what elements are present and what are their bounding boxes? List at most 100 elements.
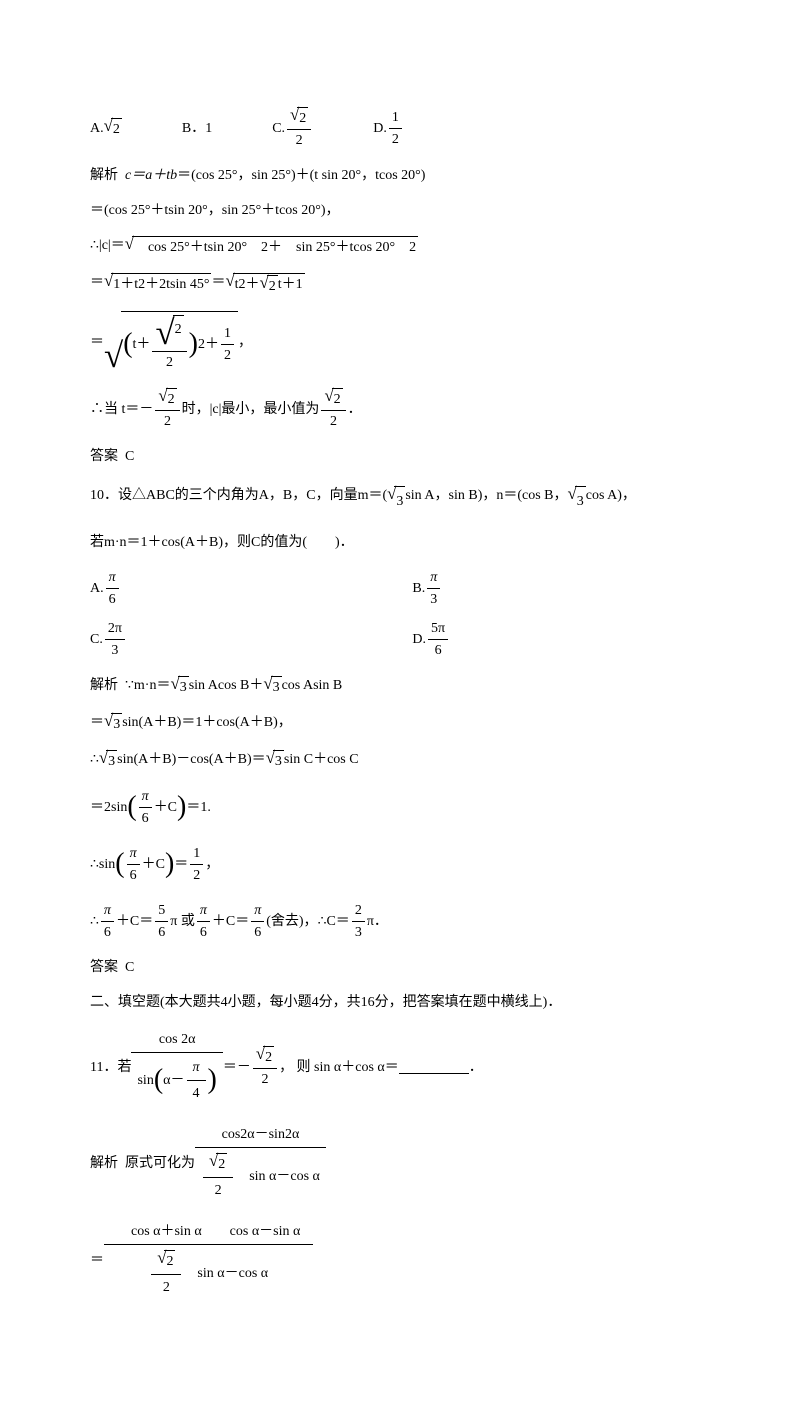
sqrt: √2 (104, 118, 122, 140)
solution-label: 解析 (90, 675, 118, 696)
radicand: t2＋√2t＋1 (233, 273, 305, 297)
stem: 若 (117, 1057, 131, 1078)
stem: sin A，sin B)，n＝(cos B， (405, 481, 567, 512)
solution-label: 解析 (90, 1153, 118, 1174)
paren-icon: ( (154, 1069, 163, 1091)
q-number: 10． (90, 481, 118, 512)
q11-sol-line1: 解析 原式可化为 cos2α－sin2α √22 sin α－cos α (90, 1122, 710, 1205)
opt-prefix: A. (90, 578, 104, 599)
eq: ＝ (90, 332, 104, 353)
paren-icon: ( (127, 796, 136, 818)
q9-solution-line2: ＝(cos 25°＋tsin 20°，sin 25°＋tcos 20°)， (90, 200, 710, 221)
fraction: π6 (139, 786, 152, 829)
q10-opt-A: A. π6 (90, 567, 388, 610)
q10-options-row2: C. 2π3 D. 5π6 (90, 618, 710, 661)
q10-options-row1: A. π6 B. π3 (90, 567, 710, 610)
q9-opt-B: B． 1 (182, 118, 212, 139)
big-fraction: cos 2α sin ( α－ π4 ) (131, 1027, 222, 1108)
tail: ， (238, 332, 252, 353)
q10-sol-l2: ＝ √3 sin(A＋B)＝1＋cos(A＋B)， (90, 712, 710, 735)
answer-label: 答案 (90, 446, 118, 467)
eq: ＝ (90, 272, 104, 293)
answer-value: C (125, 446, 134, 467)
numerator: 2π (105, 618, 125, 640)
q9-opt-D: D. 1 2 (373, 107, 404, 150)
sqrt: √1＋t2＋2tsin 45° (104, 273, 211, 295)
numerator: √2 (152, 315, 186, 352)
stem: 设△ABC的三个内角为A，B，C，向量m＝( (118, 481, 387, 512)
numerator: π (427, 567, 440, 589)
denominator: 2 (152, 352, 186, 373)
q9-solution-line3: ∴|c|＝ √ cos 25°＋tsin 20° 2＋ sin 25°＋tcos… (90, 235, 710, 258)
numerator: π (106, 567, 119, 589)
q9-solution-line5: ＝ √ ( t＋ √2 2 ) 2＋ 1 2 ， (90, 311, 710, 373)
expr: ∴当 t＝－ (90, 399, 153, 420)
paren-icon: ) (208, 1069, 217, 1091)
denominator: 2 (389, 129, 402, 150)
fraction: 5π6 (428, 618, 448, 661)
q10-answer: 答案 C (90, 957, 710, 978)
numerator: √2 (155, 387, 179, 411)
fraction: √2 2 (253, 1045, 277, 1090)
q10-sol-l1: 解析 ∵m·n＝ √3 sin Acos B＋ √3 cos Asin B (90, 675, 710, 698)
fraction: √2 2 (155, 387, 179, 432)
denominator: 3 (105, 640, 125, 661)
q10-sol-l6: ∴ π6 ＋C＝ 56 π 或 π6 ＋C＝ π6 (舍去)， ∴C＝ 23 π… (90, 900, 710, 943)
denominator: 6 (428, 640, 448, 661)
fraction: 1 2 (389, 107, 402, 150)
denominator: √22 sin α－cos α (195, 1148, 326, 1205)
fraction: π3 (427, 567, 440, 610)
numerator: 1 (221, 323, 234, 345)
stem: 若m·n＝1＋cos(A＋B)，则C的值为( )． (90, 532, 354, 553)
stem: cos A)， (586, 481, 636, 512)
denominator: 6 (106, 589, 119, 610)
numerator: √2 (321, 387, 345, 411)
radicand: 1＋t2＋2tsin 45° (111, 273, 211, 295)
radicand: 2 (111, 118, 122, 140)
q10-sol-l3: ∴ √3 sin(A＋B)－cos(A＋B)＝ √3 sin C＋cos C (90, 749, 710, 772)
q9-answer: 答案 C (90, 446, 710, 467)
denominator: √22 sin α－cos α (143, 1245, 274, 1302)
q10-stem-line1: 10． 设△ABC的三个内角为A，B，C，向量m＝( √3 sin A，sin … (90, 481, 710, 518)
opt-prefix: A. (90, 118, 104, 139)
fraction: √2 2 (321, 387, 345, 432)
opt-prefix: B． (182, 118, 205, 139)
paren-icon: ) (165, 853, 174, 875)
big-fraction: cos α＋sin α cos α－sin α √22 sin α－cos α (104, 1219, 313, 1302)
opt-prefix: C. (90, 629, 103, 650)
answer-value: C (125, 957, 134, 978)
numerator: cos2α－sin2α (195, 1122, 326, 1148)
q11-sol-line2: ＝ cos α＋sin α cos α－sin α √22 sin α－cos … (90, 1219, 710, 1302)
sqrt: √t2＋√2t＋1 (225, 273, 304, 297)
fraction: √2 2 (287, 106, 311, 151)
q9-solution-line1: 解析 c＝a＋tb ＝(cos 25°，sin 25°)＋(t sin 20°，… (90, 165, 710, 186)
q9-options: A. √2 B． 1 C. √2 2 D. 1 2 (90, 106, 710, 151)
q10-sol-l5: ∴sin ( π6 ＋C ) ＝ 12 ， (90, 843, 710, 886)
opt-value: 1 (205, 118, 212, 139)
blank-underline (399, 1061, 469, 1075)
paren-icon: ( (123, 333, 132, 355)
opt-prefix: B. (412, 578, 425, 599)
numerator: cos α＋sin α cos α－sin α (104, 1219, 313, 1245)
q10-opt-B: B. π3 (412, 567, 710, 610)
expr: ∴|c|＝ (90, 235, 125, 256)
denominator: 2 (287, 130, 311, 151)
q9-solution-line4: ＝ √1＋t2＋2tsin 45° ＝ √t2＋√2t＋1 (90, 272, 710, 297)
q10-stem-line2: 若m·n＝1＋cos(A＋B)，则C的值为( )． (90, 532, 710, 553)
paren-icon: ( (115, 853, 124, 875)
opt-prefix: D. (412, 629, 426, 650)
expr: ＝(cos 25°，sin 25°)＋(t sin 20°，tcos 20°) (177, 165, 425, 186)
eq: ＝ (211, 272, 225, 293)
section2-title: 二、填空题(本大题共4小题，每小题4分，共16分，把答案填在题中横线上)． (90, 992, 710, 1013)
denominator: 2 (155, 411, 179, 432)
fraction: π6 (106, 567, 119, 610)
q-number: 11． (90, 1057, 117, 1078)
q10-opt-C: C. 2π3 (90, 618, 388, 661)
numerator: 1 (389, 107, 402, 129)
denominator: 2 (321, 411, 345, 432)
numerator: 5π (428, 618, 448, 640)
solution-label: 解析 (90, 165, 118, 186)
section-title: 二、填空题(本大题共4小题，每小题4分，共16分，把答案填在题中横线上)． (90, 992, 561, 1013)
numerator: √2 (253, 1045, 277, 1069)
fraction: 1 2 (221, 323, 234, 366)
